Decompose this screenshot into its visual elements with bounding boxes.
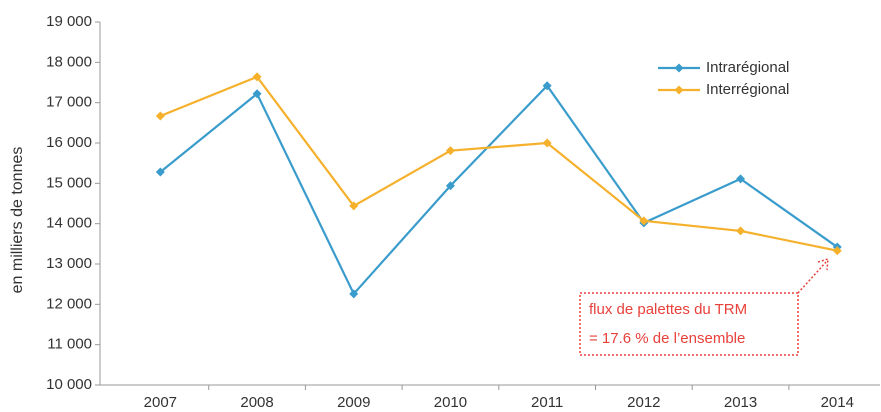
x-tick-label: 2014 [821, 394, 854, 411]
legend-label: Interrégional [706, 81, 789, 98]
point [349, 289, 359, 299]
point [445, 146, 455, 156]
y-tick-label: 17 000 [46, 94, 92, 111]
x-tick-label: 2010 [434, 394, 467, 411]
y-tick-label: 10 000 [46, 376, 92, 393]
legend-label: Intrarégional [706, 59, 789, 76]
series-line [159, 75, 838, 252]
y-tick-label: 18 000 [46, 53, 92, 70]
point [252, 89, 262, 99]
x-tick-label: 2008 [240, 394, 273, 411]
y-tick-label: 11 000 [47, 336, 92, 353]
point [349, 201, 359, 211]
point [155, 111, 165, 121]
series-line [159, 84, 838, 296]
annotation: flux de palettes du TRM [589, 301, 747, 318]
point [445, 181, 455, 191]
point [832, 246, 842, 256]
annotation-arrowhead [817, 257, 829, 271]
legend-marker [674, 63, 684, 73]
x-tick-label: 2007 [144, 394, 177, 411]
x-tick-label: 2011 [531, 394, 563, 411]
y-tick-label: 14 000 [46, 215, 92, 232]
x-tick-label: 2009 [337, 394, 370, 411]
point [542, 81, 552, 91]
y-tick-label: 12 000 [46, 295, 92, 312]
point [252, 72, 262, 82]
legend-marker [674, 85, 684, 95]
annotation-box [579, 292, 799, 356]
annotation-arrow [797, 261, 827, 294]
point [736, 226, 746, 236]
y-tick-label: 16 000 [46, 134, 92, 151]
y-tick-label: 15 000 [46, 174, 92, 191]
x-tick-label: 2012 [627, 394, 660, 411]
point [155, 167, 165, 177]
point [736, 174, 746, 184]
point [542, 138, 552, 148]
point [639, 216, 649, 226]
y-tick-label: 13 000 [46, 255, 92, 272]
y-tick-label: 19 000 [46, 13, 92, 30]
annotation: = 17.6 % de l’ensemble [589, 330, 745, 347]
x-tick-label: 2013 [724, 394, 757, 411]
y-axis-label: en milliers de tonnes [9, 147, 26, 294]
